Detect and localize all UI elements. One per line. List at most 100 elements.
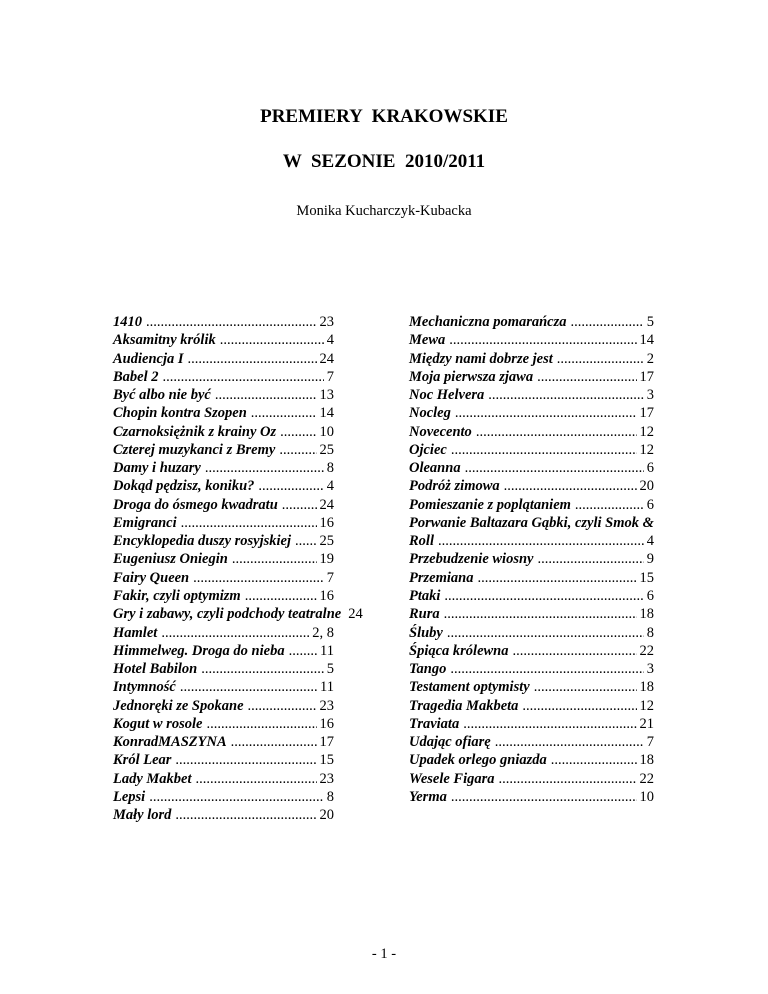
entry-line: KonradMASZYNA 17 [113,733,334,751]
entry-title: Porwanie Baltazara Gąbki, czyli Smok & [409,514,654,531]
author: Monika Kucharczyk-Kubacka [296,203,472,219]
index-entry: Porwanie Baltazara Gąbki, czyli Smok & Ro… [409,514,654,551]
entry-line: Audiencja I 24 [113,350,334,368]
index-entry: Czarnoksiężnik z krainy Oz 10 [113,423,334,441]
entry-line: Upadek orlego gniazda 18 [409,751,654,769]
entry-title: KonradMASZYNA [113,734,227,751]
dot-leader [443,624,644,642]
dot-leader [484,386,643,404]
index-entry: Traviata 21 [409,715,654,733]
dot-leader [445,331,636,349]
entry-line: Udając ofiarę 7 [409,733,654,751]
entry-line: Król Lear 15 [113,751,334,769]
dot-leader [440,605,637,623]
entry-title: Emigranci [113,514,177,531]
entry-line: Przemiana 15 [409,569,654,587]
entry-title: Między nami dobrze jest [409,350,553,367]
entry-line: Fakir, czyli optymizm 16 [113,587,334,605]
index-entry: Ojciec 12 [409,441,654,459]
dot-leader [509,642,637,660]
dot-leader [184,350,317,368]
entry-line: Aksamitny królik 4 [113,331,334,349]
entry-title: Novecento [409,423,472,440]
entry-title: Śluby [409,624,443,641]
entry-line: Lady Makbet 23 [113,770,334,788]
entry-page: 19 [319,551,335,568]
entry-title: Noc Helvera [409,387,485,404]
entry-title: Mechaniczna pomarańcza [409,314,567,330]
index-entry: Nocleg 17 [409,404,654,422]
page-number: - 1 - [371,946,397,962]
dot-leader [177,514,317,532]
entry-line: Chopin kontra Szopen 14 [113,404,334,422]
dot-leader [495,770,637,788]
entry-title: 1410 [113,314,142,330]
index-entry: Himmelweg. Droga do nieba 11 [113,642,334,660]
index-entry: Lady Makbet 23 [113,770,334,788]
index-entry: Droga do ósmego kwadratu 24 [113,496,334,514]
index-entry: 1410 23 [113,313,334,331]
index-entry: Przemiana 15 [409,569,654,587]
entry-line: Hotel Babilon 5 [113,660,334,678]
entry-page: 14 [319,405,335,422]
entry-title: Podróż zimowa [409,478,500,495]
dot-leader [159,368,324,386]
entry-title: Droga do ósmego kwadratu [113,496,278,513]
dot-leader [571,496,644,514]
entry-line: Śluby 8 [409,624,654,642]
entry-page: 4 [326,332,334,349]
entry-page: 11 [320,679,334,696]
dot-leader [142,313,317,331]
entry-line: Tango 3 [409,660,654,678]
dot-leader [451,404,637,422]
entry-line: Nocleg 17 [409,404,654,422]
index-entry: Wesele Figara 22 [409,770,654,788]
entry-title: Himmelweg. Droga do nieba [113,642,285,659]
index-entry: Aksamitny królik 4 [113,331,334,349]
entry-line: Czarnoksiężnik z krainy Oz 10 [113,423,334,441]
index-entry: Chopin kontra Szopen 14 [113,404,334,422]
index-entry: Mały lord 20 [113,806,334,824]
index-entry: Tragedia Makbeta 12 [409,697,654,715]
entry-page: 11 [320,642,334,659]
entry-page: 25 [319,441,335,458]
entry-page: 24 [319,496,335,513]
entry-title: Czarnoksiężnik z krainy Oz [113,423,277,440]
entry-page: 24 [348,606,363,623]
dot-leader [473,569,636,587]
entry-line: Noc Helvera 3 [409,386,654,404]
entry-line: Ojciec 12 [409,441,654,459]
entry-line: Dokąd pędzisz, koniku? 4 [113,477,334,495]
index-entry: Jednoręki ze Spokane 23 [113,697,334,715]
entry-page: 14 [639,332,655,349]
dot-leader [440,587,643,605]
index-entry: Testament optymisty 18 [409,678,654,696]
dot-leader [145,788,324,806]
entry-title: Encyklopedia duszy rosyjskiej [113,533,292,550]
dot-leader [447,441,637,459]
entry-title: Tragedia Makbeta [409,697,519,714]
entry-line: 1410 23 [113,313,334,331]
entry-line: Ptaki 6 [409,587,654,605]
entry-page: 18 [639,606,655,623]
entry-title: Nocleg [409,405,451,422]
entry-title: Udając ofiarę [409,734,491,751]
entry-page: 8 [646,624,654,641]
dot-leader [211,386,317,404]
entry-page: 6 [646,587,654,604]
entry-title: Lepsi [113,788,146,805]
index-entry: Audiencja I 24 [113,350,334,368]
entry-title: Jednoręki ze Spokane [113,697,244,714]
entry-line: Oleanna 6 [409,459,654,477]
entry-line: Mechaniczna pomarańcza 5 [409,313,654,331]
dot-leader [459,715,636,733]
entry-line: Pomieszanie z poplątaniem 6 [409,496,654,514]
dot-leader [533,550,643,568]
entry-line: Intymność 11 [113,678,334,696]
entry-line: Novecento 12 [409,423,654,441]
dot-leader [276,423,316,441]
entry-page: 22 [639,770,655,787]
index-entry: Tango 3 [409,660,654,678]
entry-page: 21 [639,715,655,732]
entry-page: 16 [319,514,335,531]
